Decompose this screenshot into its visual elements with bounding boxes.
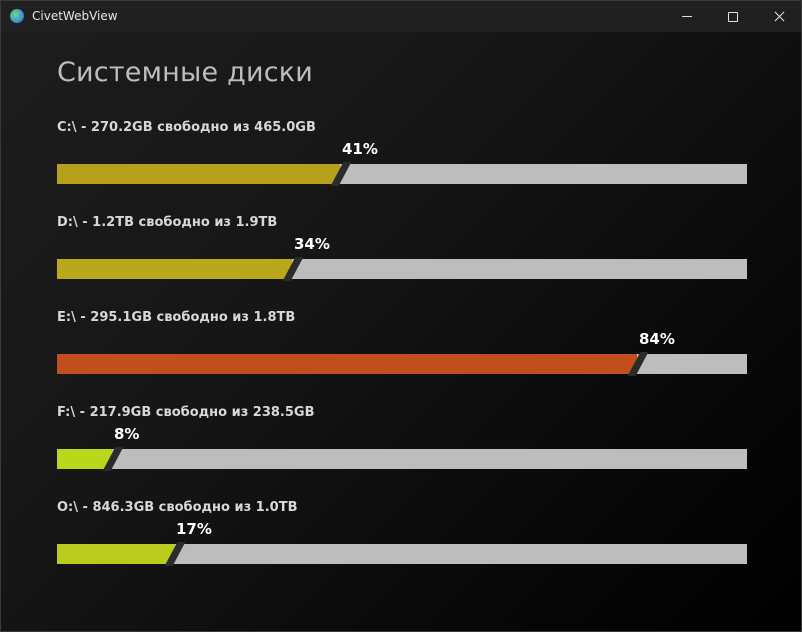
- globe-icon: [10, 9, 24, 23]
- close-button[interactable]: [756, 1, 802, 32]
- close-icon: [774, 11, 785, 22]
- minimize-button[interactable]: [664, 1, 710, 32]
- title-bar[interactable]: CivetWebView: [1, 1, 801, 32]
- usage-percent: 84%: [639, 330, 675, 348]
- usage-bar-fill: [57, 164, 340, 184]
- window-title: CivetWebView: [32, 9, 118, 23]
- disk-label: E:\ - 295.1GB свободно из 1.8TB: [57, 310, 296, 325]
- usage-bar-fill: [57, 354, 637, 374]
- disk-item: F:\ - 217.9GB свободно из 238.5GB 8%: [57, 405, 747, 475]
- usage-bar: [57, 352, 747, 376]
- disk-item: D:\ - 1.2TB свободно из 1.9TB 34%: [57, 215, 747, 285]
- disk-label: F:\ - 217.9GB свободно из 238.5GB: [57, 405, 315, 420]
- usage-bar-fill: [57, 544, 174, 564]
- usage-percent: 41%: [342, 140, 378, 158]
- usage-bar-fill: [57, 449, 112, 469]
- maximize-icon: [728, 11, 738, 22]
- usage-percent: 8%: [114, 425, 140, 443]
- usage-bar: [57, 257, 747, 281]
- disk-label: O:\ - 846.3GB свободно из 1.0TB: [57, 500, 298, 515]
- disk-item: C:\ - 270.2GB свободно из 465.0GB 41%: [57, 120, 747, 190]
- disk-label: C:\ - 270.2GB свободно из 465.0GB: [57, 120, 316, 135]
- minimize-icon: [682, 16, 692, 17]
- usage-bar: [57, 447, 747, 471]
- page-title: Системные диски: [57, 57, 314, 88]
- disk-item: O:\ - 846.3GB свободно из 1.0TB 17%: [57, 500, 747, 570]
- usage-bar: [57, 162, 747, 186]
- disk-label: D:\ - 1.2TB свободно из 1.9TB: [57, 215, 278, 230]
- disk-item: E:\ - 295.1GB свободно из 1.8TB 84%: [57, 310, 747, 380]
- usage-percent: 17%: [176, 520, 212, 538]
- usage-percent: 34%: [294, 235, 330, 253]
- maximize-button[interactable]: [710, 1, 756, 32]
- usage-bar-fill: [57, 259, 292, 279]
- usage-bar: [57, 542, 747, 566]
